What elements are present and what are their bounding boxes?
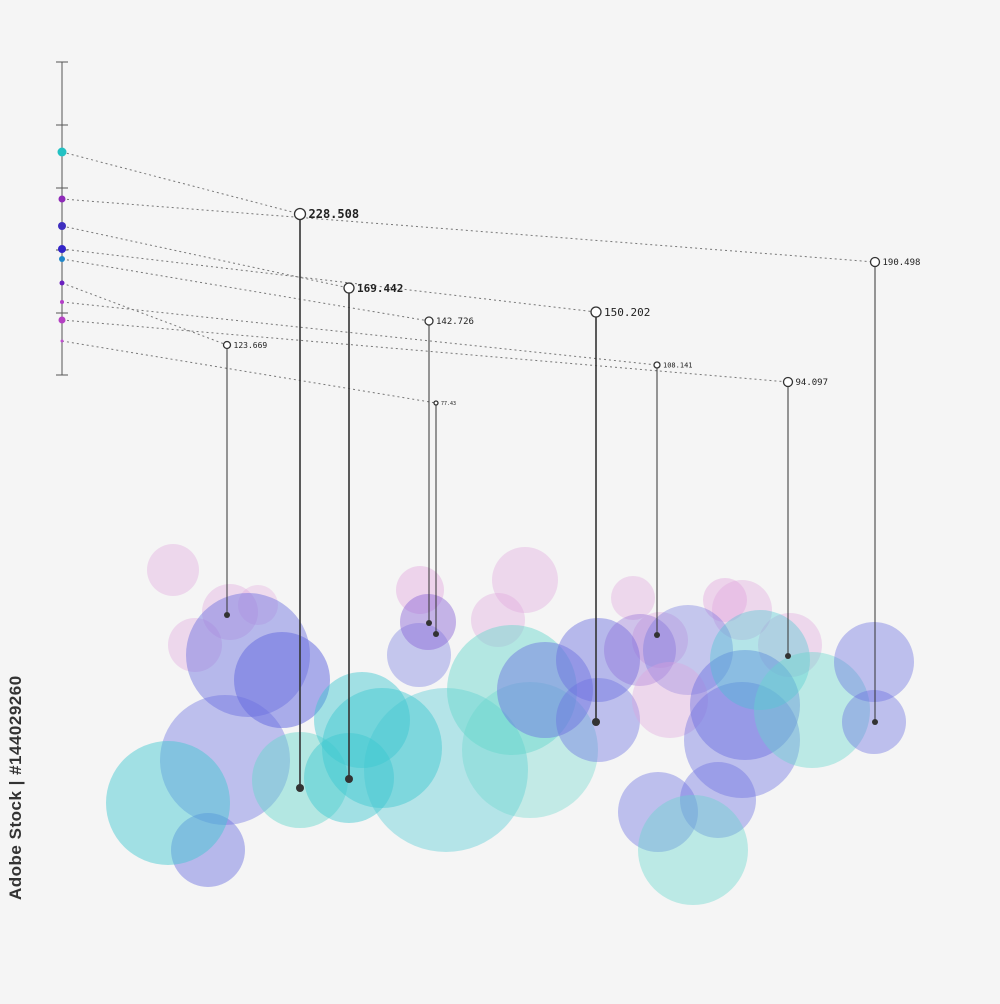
bubble [690, 650, 800, 760]
drop-value-label: 150.202 [604, 306, 650, 319]
scale-dot [58, 195, 66, 203]
bubble [147, 544, 199, 596]
scale-dot [60, 339, 64, 343]
scale-dot [59, 280, 65, 286]
bubble [710, 610, 810, 710]
drop-end-dot [872, 719, 878, 725]
drop-end-dot [592, 718, 600, 726]
drop-marker [653, 361, 661, 369]
vertical-scale-axis [56, 61, 68, 376]
bubble [387, 623, 451, 687]
bubble [703, 578, 747, 622]
connector-line [61, 282, 228, 346]
bubble [447, 625, 577, 755]
bubble [492, 547, 558, 613]
bubble [168, 618, 222, 672]
bubble [314, 672, 410, 768]
bubble [758, 613, 822, 677]
bubble [643, 605, 733, 695]
connector-line [61, 198, 876, 263]
drop-end-dot [433, 631, 439, 637]
bubble [462, 682, 598, 818]
scale-dot [58, 316, 66, 324]
connector-line [61, 151, 301, 215]
drop-value-label: 228.508 [309, 207, 360, 221]
drop-value-label: 77.43 [441, 401, 456, 407]
connector-line [61, 319, 789, 383]
drop-end-dot [296, 784, 304, 792]
drop-value-label: 94.097 [796, 378, 829, 388]
bubble [106, 741, 230, 865]
connector-line [61, 248, 597, 313]
bubble [238, 585, 278, 625]
bubble [632, 662, 708, 738]
drop-marker [590, 306, 602, 318]
drop-end-dot [224, 612, 230, 618]
scale-dot [57, 147, 67, 157]
drop-end-dot [345, 775, 353, 783]
connector-line [61, 340, 437, 404]
bubble [364, 688, 528, 852]
bubble [680, 762, 756, 838]
bubble [160, 695, 290, 825]
bubble [618, 772, 698, 852]
bubble [684, 682, 800, 798]
bubble [171, 813, 245, 887]
connector-lines [61, 151, 876, 404]
drop-value-label: 108.141 [663, 361, 693, 369]
drop-value-label: 123.669 [234, 341, 268, 350]
bubble [604, 614, 676, 686]
scale-dot [58, 245, 66, 253]
connector-line [61, 225, 350, 289]
drop-value-label: 169.442 [357, 282, 403, 295]
drop-marker [782, 376, 794, 388]
scale-dot [60, 300, 64, 304]
bubble [202, 584, 258, 640]
drop-value-label: 190.498 [883, 258, 921, 268]
drop-marker [869, 256, 881, 268]
connector-line [61, 258, 430, 322]
bubble [497, 642, 593, 738]
bubble-cluster [106, 544, 914, 905]
bubble [834, 622, 914, 702]
bubble [638, 795, 748, 905]
bubble [754, 652, 870, 768]
drop-end-dot [785, 653, 791, 659]
drop-marker [424, 316, 434, 326]
drop-marker [293, 207, 307, 221]
bubble [632, 612, 688, 668]
drop-end-dot [426, 620, 432, 626]
drop-marker [433, 400, 439, 406]
scale-dot [58, 222, 66, 230]
scale-dot [59, 256, 65, 262]
drop-marker [343, 282, 355, 294]
bubble [611, 576, 655, 620]
bubble [471, 593, 525, 647]
bubble [556, 618, 640, 702]
drop-marker [222, 340, 232, 350]
value-drops: 228.508 169.442 142.726 150.202 123.669 108.1… [222, 207, 921, 792]
bubble [234, 632, 330, 728]
stock-id-watermark: Adobe Stock | #144029260 [6, 675, 25, 900]
bubble [396, 566, 444, 614]
drop-value-label: 142.726 [436, 317, 474, 327]
bubble [712, 580, 772, 640]
drop-end-dot [654, 632, 660, 638]
